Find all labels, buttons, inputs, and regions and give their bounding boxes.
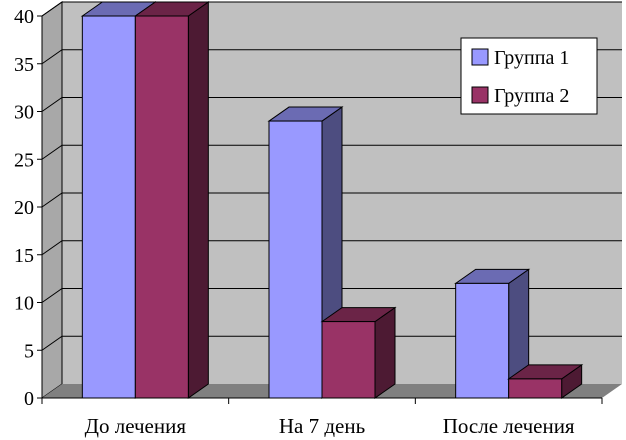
bar-2-1-front	[321, 321, 376, 399]
bar-2-1-side	[374, 306, 396, 399]
y-axis-tick-labels: 0 5 10 15 20 25 30 35 40	[14, 6, 34, 410]
y-tick-label-35: 35	[14, 54, 34, 76]
y-tick-label-40: 40	[14, 6, 34, 28]
bar-1-2-front	[455, 282, 510, 399]
x-category-label-0: До лечения	[85, 414, 187, 438]
bar-2-0-side	[187, 1, 209, 399]
y-tick-label-30: 30	[14, 102, 34, 124]
gridline-5	[41, 335, 622, 351]
legend-label-group-2: Группа 2	[494, 85, 569, 107]
y-tick-label-5: 5	[24, 340, 34, 362]
gridline-30	[41, 97, 622, 112]
y-tick-label-0: 0	[24, 388, 34, 410]
legend-label-group-1: Группа 1	[494, 47, 569, 69]
bar-1-0-front	[81, 15, 136, 399]
legend: Группа 1 Группа 2	[460, 37, 598, 115]
y-tick-label-15: 15	[14, 245, 34, 267]
bar-1-2	[454, 268, 531, 399]
legend-swatch-group-1	[471, 48, 489, 66]
bar-2-2	[507, 363, 584, 399]
gridline-35	[41, 49, 622, 65]
gridline-25	[41, 144, 622, 160]
bars	[80, 1, 584, 399]
bar-2-2-front	[508, 378, 563, 399]
y-tick-label-10: 10	[14, 293, 34, 315]
bar-2-0	[133, 1, 210, 399]
y-tick-label-20: 20	[14, 197, 34, 219]
gridline-10	[41, 288, 622, 303]
x-axis-category-labels: До лечения На 7 день После лечения	[85, 414, 575, 438]
bar-2-1	[320, 306, 397, 399]
gridline-40	[41, 1, 622, 17]
bar-1-1-front	[268, 120, 323, 399]
axes	[37, 15, 603, 404]
gridline-15	[41, 240, 622, 256]
y-tick-label-25: 25	[14, 149, 34, 171]
x-category-label-1: На 7 день	[279, 414, 365, 438]
gridlines	[41, 1, 622, 351]
x-category-label-2: После лечения	[443, 414, 575, 438]
gridline-20	[41, 192, 622, 208]
legend-swatch-group-2	[471, 86, 489, 104]
bar-2-0-front	[134, 15, 189, 399]
